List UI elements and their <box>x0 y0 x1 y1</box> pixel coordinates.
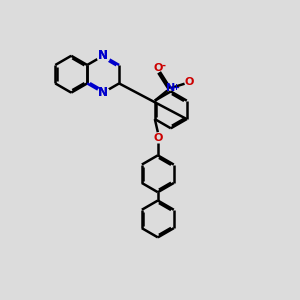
Text: N: N <box>98 86 108 99</box>
Text: N: N <box>98 86 108 99</box>
Text: N: N <box>98 49 108 62</box>
Text: +: + <box>172 83 179 92</box>
Text: O: O <box>154 63 163 73</box>
Text: O: O <box>184 77 194 87</box>
Text: O: O <box>153 133 163 142</box>
Text: N: N <box>166 83 175 93</box>
Text: N: N <box>98 49 108 62</box>
Text: -: - <box>161 60 166 70</box>
